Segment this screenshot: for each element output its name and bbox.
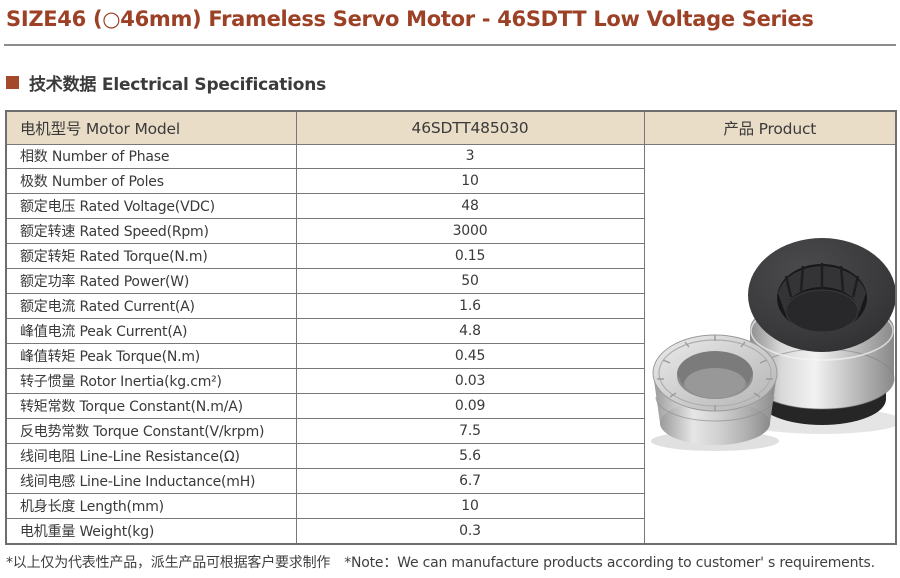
spec-value: 5.6 (295, 443, 645, 470)
spec-value: 1.6 (295, 293, 645, 320)
spec-value: 0.09 (295, 393, 645, 420)
spec-value: 4.8 (295, 318, 645, 345)
spec-label: 电机重量 Weight(kg) (5, 518, 297, 544)
table-row: 极数 Number of Poles 10 (5, 168, 896, 195)
spec-label: 线间电感 Line-Line Inductance(mH) (5, 468, 297, 495)
col-header-product: 产品 Product (643, 110, 897, 145)
spec-value: 10 (295, 168, 645, 195)
table-row: 额定转速 Rated Speed(Rpm) 3000 (5, 218, 896, 245)
table-row: 转子惯量 Rotor Inertia(kg.cm²) 0.03 (5, 368, 896, 395)
col-header-model-number: 46SDTT485030 (295, 110, 645, 145)
spec-label: 机身长度 Length(mm) (5, 493, 297, 520)
rotor-ring-image (650, 334, 779, 451)
spec-label: 额定功率 Rated Power(W) (5, 268, 297, 295)
spec-label: 线间电阻 Line-Line Resistance(Ω) (5, 443, 297, 470)
spec-value: 0.3 (295, 518, 645, 544)
spec-label: 转子惯量 Rotor Inertia(kg.cm²) (5, 368, 297, 395)
spec-label: 额定转速 Rated Speed(Rpm) (5, 218, 297, 245)
spec-value: 0.03 (295, 368, 645, 395)
spec-value: 7.5 (295, 418, 645, 445)
spec-label: 反电势常数 Torque Constant(V/krpm) (5, 418, 297, 445)
section-bullet-icon (6, 76, 19, 89)
table-row: 峰值电流 Peak Current(A) 4.8 (5, 318, 896, 345)
spec-value: 10 (295, 493, 645, 520)
page-title: SIZE46 (○46mm) Frameless Servo Motor - 4… (6, 7, 814, 31)
spec-value: 48 (295, 193, 645, 220)
footnote-cn: *以上仅为代表性产品，派生产品可根据客户要求制作 (6, 555, 331, 571)
table-row: 电机重量 Weight(kg) 0.3 (5, 518, 896, 544)
table-header-row: 电机型号 Motor Model 46SDTT485030 产品 Product (5, 110, 897, 145)
title-divider (4, 44, 896, 46)
table-row: 相数 Number of Phase 3 (5, 143, 897, 544)
spec-value: 0.45 (295, 343, 645, 370)
spec-label: 相数 Number of Phase (5, 143, 297, 170)
product-image-cell (643, 143, 897, 544)
spec-value: 3 (295, 143, 645, 170)
spec-label: 额定转矩 Rated Torque(N.m) (5, 243, 297, 270)
electrical-specs-table: 电机型号 Motor Model 46SDTT485030 产品 Product… (5, 110, 897, 545)
stator-ring-image (741, 237, 895, 434)
table-row: 峰值转矩 Peak Torque(N.m) 0.45 (5, 343, 896, 370)
spec-value: 50 (295, 268, 645, 295)
spec-label: 极数 Number of Poles (5, 168, 297, 195)
footnote: *以上仅为代表性产品，派生产品可根据客户要求制作 *Note：We can ma… (6, 552, 875, 572)
spec-label: 峰值电流 Peak Current(A) (5, 318, 297, 345)
table-row: 额定电压 Rated Voltage(VDC) 48 (5, 193, 896, 220)
section-title: 技术数据 Electrical Specifications (29, 75, 327, 95)
table-row: 机身长度 Length(mm) 10 (5, 493, 896, 520)
table-row: 额定功率 Rated Power(W) 50 (5, 268, 896, 295)
spec-value: 3000 (295, 218, 645, 245)
table-row: 额定转矩 Rated Torque(N.m) 0.15 (5, 243, 896, 270)
section-header: 技术数据 Electrical Specifications (6, 70, 326, 95)
spec-label: 额定电流 Rated Current(A) (5, 293, 297, 320)
product-photo (650, 237, 895, 451)
table-row: 线间电阻 Line-Line Resistance(Ω) 5.6 (5, 443, 896, 470)
spec-label: 转矩常数 Torque Constant(N.m/A) (5, 393, 297, 420)
footnote-en: *Note：We can manufacture products accord… (344, 555, 875, 571)
spec-label: 峰值转矩 Peak Torque(N.m) (5, 343, 297, 370)
spec-value: 0.15 (295, 243, 645, 270)
spec-label: 额定电压 Rated Voltage(VDC) (5, 193, 297, 220)
col-header-motor-model: 电机型号 Motor Model (5, 110, 297, 145)
spec-value: 6.7 (295, 468, 645, 495)
table-row: 线间电感 Line-Line Inductance(mH) 6.7 (5, 468, 896, 495)
